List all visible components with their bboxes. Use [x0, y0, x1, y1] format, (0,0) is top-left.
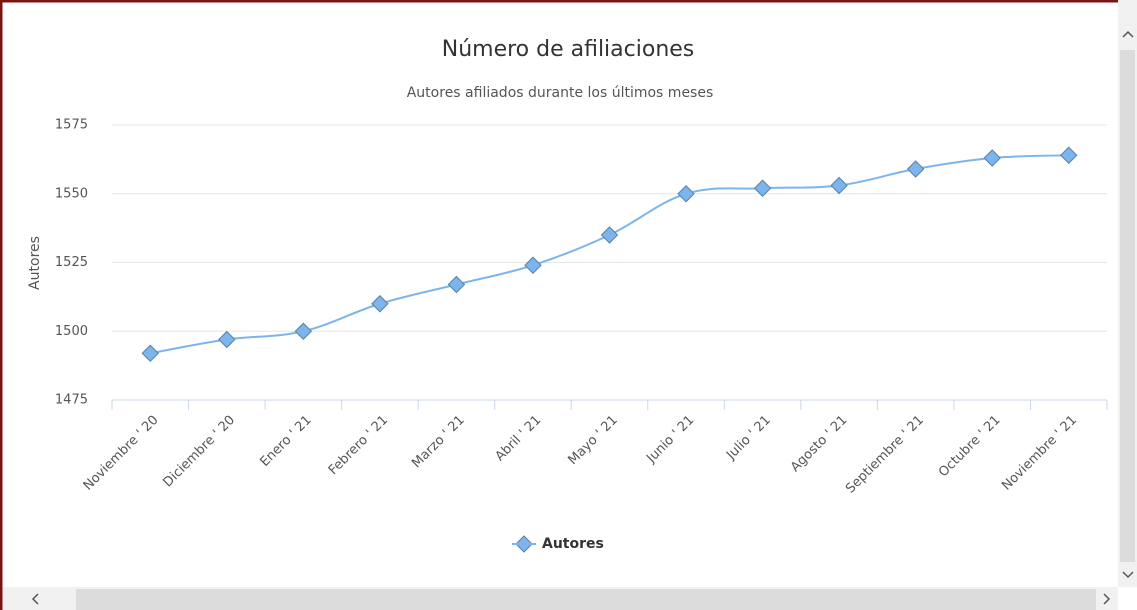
y-tick-label: 1550 [55, 186, 88, 201]
h-scroll-thumb[interactable] [76, 589, 1096, 610]
y-tick-label: 1475 [55, 393, 88, 408]
data-point [983, 149, 1001, 167]
y-axis-label: Autores [27, 236, 43, 290]
data-point [1060, 146, 1078, 164]
v-scroll-thumb[interactable] [1120, 50, 1135, 562]
chart-title: Número de afiliaciones [442, 37, 695, 62]
scroll-left[interactable] [31, 593, 39, 605]
data-point [294, 322, 313, 340]
data-point [447, 275, 466, 294]
data-point [218, 330, 236, 349]
data-point [753, 179, 772, 197]
y-tick-label: 1525 [55, 255, 88, 270]
y-tick-label: 1500 [55, 324, 88, 339]
scroll-right[interactable] [1103, 593, 1111, 605]
data-point [524, 256, 542, 274]
data-point [906, 160, 925, 178]
data-point [371, 295, 389, 313]
data-point [830, 176, 848, 195]
data-point [600, 226, 619, 244]
scroll-up[interactable] [1122, 30, 1134, 38]
data-point [677, 185, 695, 203]
chart-subtitle: Autores afiliados durante los últimos me… [407, 85, 714, 101]
legend-label: Autores [542, 536, 604, 552]
y-tick-label: 1575 [55, 118, 88, 133]
scroll-down[interactable] [1122, 571, 1134, 579]
data-point [141, 344, 159, 362]
